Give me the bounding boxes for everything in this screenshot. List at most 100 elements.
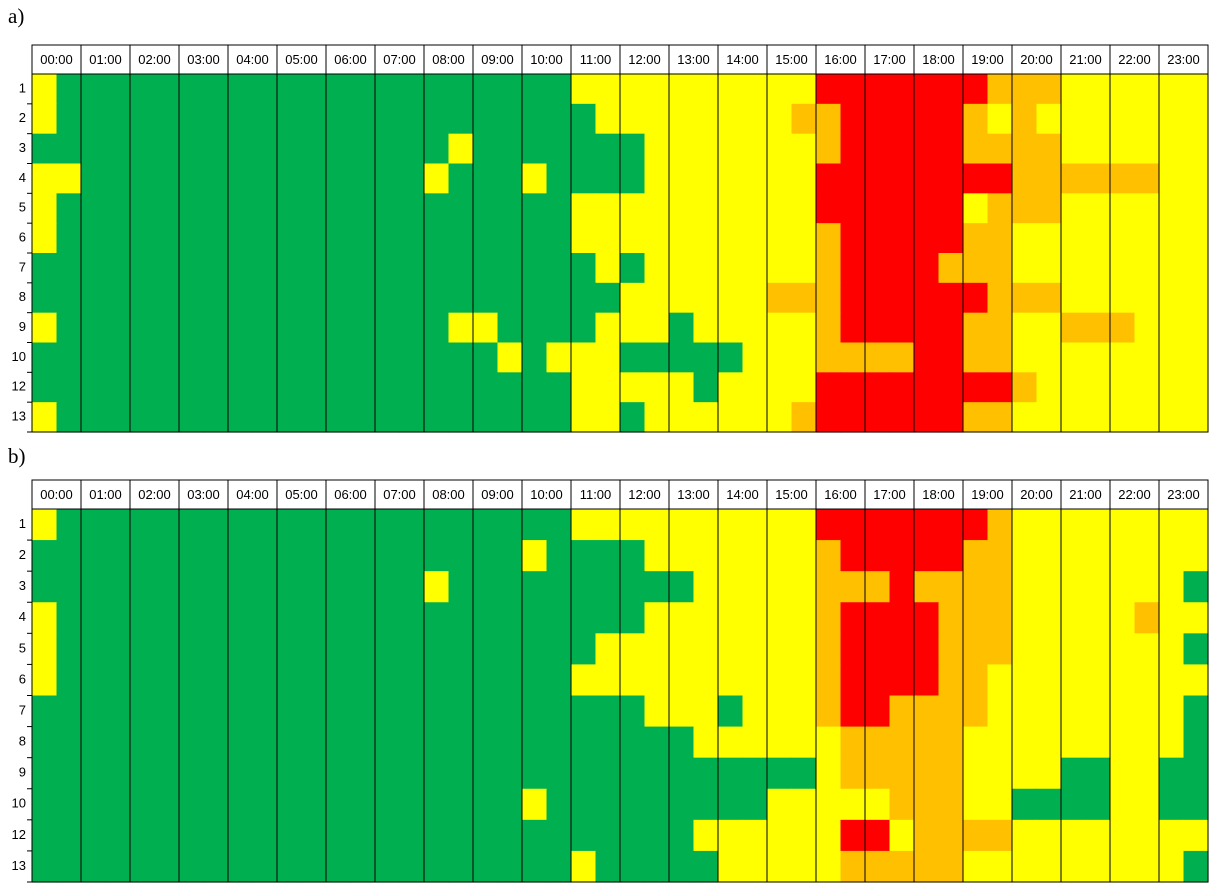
heatmap-cell xyxy=(571,133,597,165)
heatmap-cell xyxy=(840,664,866,697)
heatmap-cell xyxy=(473,193,499,224)
heatmap-cell xyxy=(546,757,572,790)
heatmap-cell xyxy=(987,602,1013,634)
heatmap-cell xyxy=(644,757,670,790)
heatmap-cell xyxy=(252,74,278,105)
heatmap-cell xyxy=(718,664,744,697)
heatmap-cell xyxy=(277,163,303,194)
heatmap-cell xyxy=(1012,133,1038,165)
heatmap-cell xyxy=(1183,103,1209,135)
heatmap-cell xyxy=(693,402,719,433)
column-label: 22:00 xyxy=(1118,52,1151,67)
heatmap-cell xyxy=(816,223,842,254)
header-cell xyxy=(815,44,866,75)
heatmap-cell xyxy=(816,726,842,759)
heatmap-cell xyxy=(791,509,817,541)
heatmap-cell xyxy=(399,633,425,666)
heatmap-cell xyxy=(840,540,866,572)
heatmap-cell xyxy=(81,540,107,572)
column-label: 13:00 xyxy=(677,52,710,67)
header-cell xyxy=(129,479,180,510)
heatmap-cell xyxy=(277,312,303,344)
heatmap-cell xyxy=(32,253,58,284)
heatmap-cell xyxy=(105,74,131,105)
row-label: 13 xyxy=(12,409,26,424)
header-cell xyxy=(962,44,1013,75)
heatmap-cell xyxy=(497,509,523,541)
heatmap-cell xyxy=(693,695,719,728)
heatmap-cell xyxy=(693,133,719,165)
heatmap-cell xyxy=(81,163,107,194)
heatmap-cell xyxy=(644,342,670,373)
heatmap-cell xyxy=(889,757,915,790)
heatmap-cell xyxy=(840,695,866,728)
heatmap-cell xyxy=(1061,633,1087,666)
heatmap-cell xyxy=(1012,726,1038,759)
heatmap-cell xyxy=(252,253,278,284)
heatmap-cell xyxy=(1134,163,1160,194)
heatmap-cell xyxy=(571,402,597,433)
heatmap-cell xyxy=(228,163,254,194)
heatmap-cell xyxy=(889,633,915,666)
heatmap-cell xyxy=(963,788,989,821)
heatmap-cell xyxy=(693,819,719,852)
heatmap-cell xyxy=(252,757,278,790)
heatmap-cell xyxy=(693,664,719,697)
heatmap-cell xyxy=(81,193,107,224)
heatmap-cell xyxy=(571,819,597,852)
heatmap-cell xyxy=(889,133,915,165)
heatmap-cell xyxy=(1183,788,1209,821)
heatmap-cell xyxy=(742,726,768,759)
heatmap-cell xyxy=(889,695,915,728)
heatmap-cell xyxy=(448,402,474,433)
heatmap-cell xyxy=(130,633,156,666)
heatmap-cell xyxy=(81,726,107,759)
heatmap-cell xyxy=(1183,342,1209,373)
heatmap-cell xyxy=(595,819,621,852)
heatmap-cell xyxy=(1110,664,1136,697)
heatmap-cell xyxy=(375,788,401,821)
heatmap-cell xyxy=(644,74,670,105)
heatmap-cell xyxy=(1036,312,1062,344)
heatmap-cell xyxy=(448,74,474,105)
heatmap-cell xyxy=(620,74,646,105)
heatmap-cell xyxy=(767,509,793,541)
heatmap-cell xyxy=(252,103,278,135)
heatmap-cell xyxy=(669,133,695,165)
heatmap-cell xyxy=(938,133,964,165)
heatmap-cell xyxy=(1061,163,1087,194)
heatmap-cell xyxy=(1036,571,1062,603)
heatmap-cell xyxy=(448,282,474,314)
heatmap-cell xyxy=(130,757,156,790)
heatmap-cell xyxy=(130,372,156,403)
heatmap-cell xyxy=(865,103,891,135)
heatmap-cell xyxy=(326,253,352,284)
heatmap-cell xyxy=(767,664,793,697)
heatmap-cell xyxy=(56,372,82,403)
heatmap-cell xyxy=(767,193,793,224)
header-cell xyxy=(913,44,964,75)
heatmap-cell xyxy=(669,312,695,344)
heatmap-cell xyxy=(1061,342,1087,373)
heatmap-cell xyxy=(81,342,107,373)
heatmap-cell xyxy=(228,133,254,165)
heatmap-cell xyxy=(179,726,205,759)
heatmap-cell xyxy=(595,133,621,165)
heatmap-cell xyxy=(620,757,646,790)
heatmap-cell xyxy=(644,372,670,403)
heatmap-cell xyxy=(1061,509,1087,541)
heatmap-cell xyxy=(914,103,940,135)
heatmap-cell xyxy=(228,819,254,852)
heatmap-cell xyxy=(767,850,793,883)
heatmap-cell xyxy=(473,282,499,314)
heatmap-cell xyxy=(179,342,205,373)
heatmap-cell xyxy=(56,342,82,373)
heatmap-cell xyxy=(644,509,670,541)
row-label: 7 xyxy=(19,702,26,717)
heatmap-cell xyxy=(693,342,719,373)
heatmap-cell xyxy=(228,253,254,284)
heatmap-cell xyxy=(497,133,523,165)
heatmap-cell xyxy=(865,664,891,697)
heatmap-cell xyxy=(938,372,964,403)
heatmap-cell xyxy=(154,372,180,403)
